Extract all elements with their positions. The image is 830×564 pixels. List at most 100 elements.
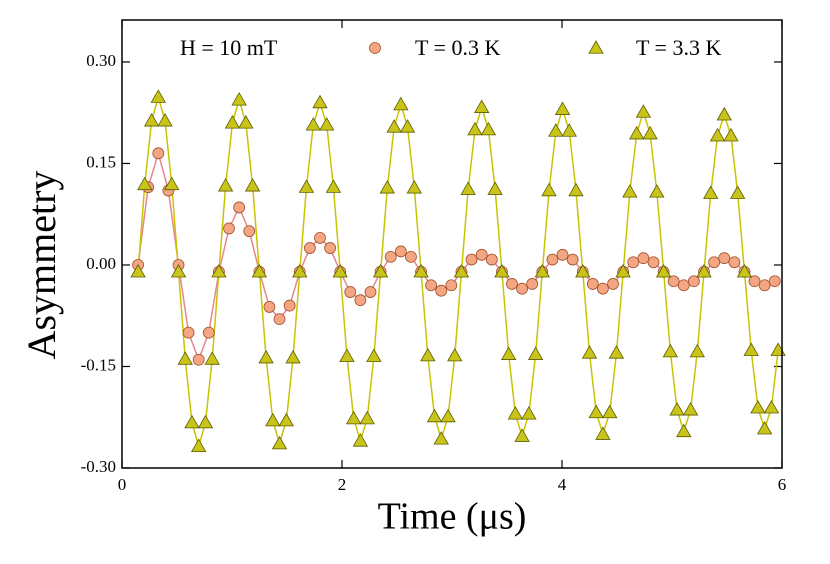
circle-marker <box>708 256 721 269</box>
x-tick-label: 4 <box>558 475 567 494</box>
triangle-marker <box>494 263 510 278</box>
triangle-marker <box>608 345 625 359</box>
triangle-marker <box>339 348 355 362</box>
circle-marker <box>667 275 680 288</box>
triangle-marker <box>541 182 557 197</box>
circle-marker <box>354 294 367 307</box>
triangle-marker <box>352 433 369 447</box>
circle-marker <box>273 313 286 326</box>
circle-marker <box>364 286 377 298</box>
triangle-marker <box>197 414 214 429</box>
triangle-marker <box>238 115 254 129</box>
circle-marker <box>369 42 381 54</box>
triangle-marker <box>716 106 732 121</box>
triangle-marker <box>433 431 449 445</box>
triangle-marker <box>729 185 746 199</box>
triangle-marker <box>204 351 220 365</box>
circle-marker <box>394 245 407 258</box>
triangle-marker <box>244 177 261 192</box>
y-tick-label: 0.15 <box>86 152 116 171</box>
triangle-marker <box>642 125 658 140</box>
circle-marker <box>445 279 458 292</box>
triangle-marker <box>372 263 389 278</box>
y-axis-label: Asymmetry <box>19 171 64 360</box>
triangle-marker <box>588 404 604 419</box>
triangle-marker <box>393 96 409 111</box>
triangle-marker <box>736 263 753 278</box>
triangle-marker <box>447 347 463 362</box>
x-tick-label: 6 <box>778 475 787 494</box>
triangle-marker <box>554 101 571 115</box>
triangle-marker <box>325 179 342 193</box>
plot-frame <box>121 19 783 469</box>
circle-marker <box>597 282 609 295</box>
x-tick-label: 0 <box>118 475 127 494</box>
triangle-marker <box>561 123 577 137</box>
triangle-marker <box>750 399 766 414</box>
triangle-marker <box>177 351 193 365</box>
triangle-marker <box>184 414 200 429</box>
triangle-marker <box>271 435 288 450</box>
triangle-marker <box>622 184 638 198</box>
x-axis-label: Time (μs) <box>378 496 527 538</box>
triangle-marker <box>669 401 685 416</box>
circle-marker <box>192 353 205 366</box>
circle-marker <box>324 242 337 254</box>
y-tick-label: 0.30 <box>86 51 116 70</box>
triangle-marker <box>602 404 618 419</box>
triangle-marker <box>305 117 321 131</box>
triangle-marker <box>285 349 301 364</box>
triangle-marker <box>514 428 530 442</box>
triangle-marker <box>143 113 160 127</box>
circle-marker <box>516 282 528 295</box>
circle-marker <box>728 256 741 269</box>
triangle-marker <box>224 115 241 129</box>
triangle-marker <box>615 263 631 278</box>
triangle-marker <box>258 349 274 364</box>
circle-marker <box>435 284 448 297</box>
circle-marker <box>647 256 660 269</box>
triangle-marker <box>467 121 483 136</box>
triangle-marker <box>629 125 645 140</box>
circle-marker <box>506 278 518 290</box>
legend-label: T = 3.3 K <box>636 35 721 60</box>
x-tick-label: 2 <box>338 475 347 494</box>
triangle-marker <box>548 123 564 137</box>
triangle-marker <box>137 176 153 191</box>
triangle-marker <box>534 263 550 278</box>
circle-marker <box>425 279 438 292</box>
circle-marker <box>465 253 478 266</box>
triangle-marker <box>190 438 207 452</box>
triangle-marker <box>130 263 146 278</box>
triangle-marker <box>332 263 348 278</box>
triangle-marker <box>406 180 422 194</box>
triangle-marker <box>595 426 611 440</box>
circle-marker <box>182 326 195 339</box>
triangle-marker <box>474 99 490 113</box>
circle-marker <box>263 301 276 313</box>
triangle-marker <box>649 184 665 198</box>
triangle-marker <box>676 423 692 438</box>
triangle-marker <box>500 346 517 360</box>
triangle-marker <box>386 119 402 133</box>
triangle-marker <box>480 121 497 136</box>
circle-marker <box>233 201 246 214</box>
triangle-marker <box>231 92 247 106</box>
triangle-marker <box>426 408 443 423</box>
y-tick-label: 0.00 <box>86 254 116 273</box>
y-tick-label: -0.15 <box>81 355 116 374</box>
triangle-marker <box>743 342 759 356</box>
triangle-marker <box>703 185 719 199</box>
circle-marker <box>243 225 256 238</box>
triangle-marker <box>709 127 726 142</box>
triangle-marker <box>399 119 416 133</box>
triangle-marker <box>292 263 308 278</box>
circle-marker <box>344 286 357 298</box>
triangle-marker <box>682 401 699 416</box>
triangle-marker <box>635 104 652 118</box>
triangle-marker <box>298 179 315 193</box>
triangle-marker <box>379 180 396 194</box>
circle-marker <box>758 279 771 292</box>
triangle-marker <box>655 263 672 278</box>
